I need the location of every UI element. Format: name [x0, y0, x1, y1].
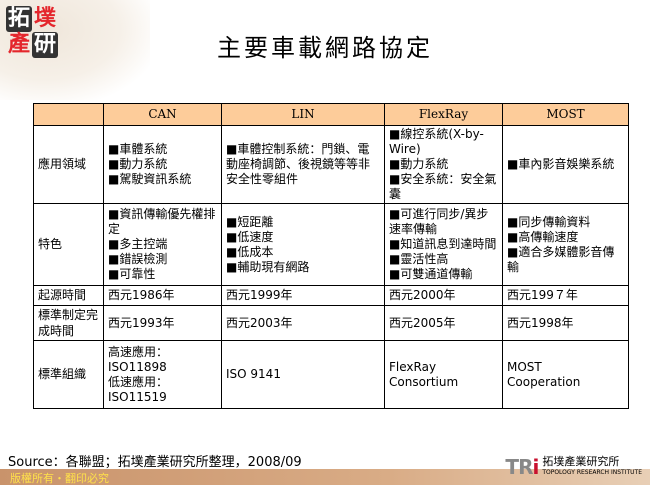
cell-line: 低速應用：: [108, 374, 169, 389]
cell-line: ■知道訊息到達時間: [389, 237, 497, 251]
brand-name: 拓墣產業研究所: [542, 455, 620, 468]
cell-line: ■安全系統：安全氣囊: [389, 172, 497, 201]
cell-line: ■動力系統: [389, 157, 449, 171]
table-cell: ■資訊傳輸優先權排定 ■多主控端 ■錯誤檢測 ■可靠性: [103, 203, 222, 286]
brand-mark: TR: [505, 455, 533, 479]
table-row: 起源時間 西元1986年 西元1999年 西元2000年 西元199７年: [33, 285, 629, 306]
cell-line: MOST: [507, 359, 542, 374]
row-header: 應用領域: [33, 125, 104, 204]
table-row: 標準制定完成時間 西元1993年 西元2003年 西元2005年 西元1998年: [33, 305, 629, 341]
cell-line: ■駕駛資訊系統: [108, 172, 192, 186]
source-note: Source：各聯盟；拓墣產業研究所整理，2008/09: [8, 455, 302, 470]
cell-line: 高速應用：: [108, 344, 169, 359]
table-cell: MOST Cooperation: [502, 340, 629, 409]
cell-line: 西元1999年: [226, 288, 293, 302]
cell-line: ■可雙通道傳輸: [389, 267, 473, 281]
cell-line: ■車體控制系統：門鎖、電動座椅調節、後視鏡等等非安全性零組件: [226, 142, 371, 186]
cell-line: 西元2005年: [389, 315, 456, 330]
column-header: MOST: [502, 103, 629, 126]
logo: 拓墣 產研: [6, 6, 60, 64]
column-header: FlexRay: [384, 103, 503, 126]
cell-line: ■動力系統: [108, 157, 168, 171]
cell-line: ISO 9141: [226, 367, 281, 381]
row-header: 標準制定完成時間: [33, 305, 104, 341]
column-header: [33, 103, 104, 126]
table-cell: ■車體控制系統：門鎖、電動座椅調節、後視鏡等等非安全性零組件: [221, 125, 385, 204]
table-cell: ISO 9141: [221, 340, 385, 409]
table-cell: 西元2003年: [221, 305, 385, 341]
cell-line: ■適合多媒體影音傳輸: [507, 244, 615, 274]
table-cell: ■線控系統(X-by-Wire) ■動力系統 ■安全系統：安全氣囊: [384, 125, 503, 204]
cell-line: Consortium: [389, 374, 459, 389]
table-cell: 西元2005年: [384, 305, 503, 341]
table-cell: ■同步傳輸資料 ■高傳輸速度 ■適合多媒體影音傳輸: [502, 203, 629, 286]
logo-char: 墣: [33, 6, 56, 31]
column-header: CAN: [103, 103, 222, 126]
page-title: 主要車載網路協定: [217, 34, 433, 62]
cell-line: ■可進行同步/異步速率傳輸: [389, 207, 489, 236]
logo-char: 產: [7, 32, 30, 57]
brand-sub: TOPOLOGY RESEARCH INSTITUTE: [542, 469, 642, 476]
table-row: 標準組織 高速應用： ISO11898 低速應用： ISO11519 ISO 9141 Fl…: [33, 340, 629, 409]
cell-line: ■低速度: [226, 229, 274, 244]
table-cell: 西元2000年: [384, 285, 503, 306]
row-header: 標準組織: [33, 340, 104, 409]
footer-bar: 版權所有・翻印必究: [0, 469, 650, 485]
table-cell: FlexRay Consortium: [384, 340, 503, 409]
table-cell: 西元199７年: [502, 285, 629, 306]
row-header: 起源時間: [33, 285, 104, 306]
cell-line: ■線控系統(X-by-Wire): [389, 127, 484, 156]
table-cell: ■短距離 ■低速度 ■低成本 ■輔助現有網路: [221, 203, 385, 286]
logo-char: 研: [32, 32, 58, 58]
cell-line: ■車內影音娛樂系統: [507, 157, 615, 171]
table-row: 特色 ■資訊傳輸優先權排定 ■多主控端 ■錯誤檢測 ■可靠性 ■短距離 ■低速度 ■低成本 ■輔…: [33, 203, 629, 286]
cell-line: ■同步傳輸資料: [507, 214, 591, 229]
cell-line: 西元199７年: [507, 288, 578, 302]
cell-line: ■資訊傳輸優先權排定: [108, 207, 216, 236]
row-header: 特色: [33, 203, 104, 286]
table-cell: ■車內影音娛樂系統: [502, 125, 629, 204]
cell-line: 西元2000年: [389, 288, 456, 302]
cell-line: 西元1986年: [108, 288, 175, 302]
cell-line: ■錯誤檢測: [108, 252, 168, 266]
cell-line: 西元1998年: [507, 315, 574, 330]
table-cell: 西元1993年: [103, 305, 222, 341]
column-header: LIN: [221, 103, 385, 126]
table-row: 應用領域 ■車體系統 ■動力系統 ■駕駛資訊系統 ■車體控制系統：門鎖、電動座椅調節、後…: [33, 125, 629, 204]
cell-line: ■可靠性: [108, 267, 156, 281]
cell-line: Cooperation: [507, 374, 581, 389]
cell-line: ■輔助現有網路: [226, 259, 310, 274]
table-cell: ■車體系統 ■動力系統 ■駕駛資訊系統: [103, 125, 222, 204]
cell-line: ISO11519: [108, 389, 167, 404]
brand-logo: TRi 拓墣產業研究所 TOPOLOGY RESEARCH INSTITUTE: [505, 455, 642, 479]
table-cell: 西元1998年: [502, 305, 629, 341]
protocol-table: CAN LIN FlexRay MOST 應用領域 ■車體系統 ■動力系統 ■駕駛資訊系統 ■…: [33, 103, 629, 409]
brand-mark-i: i: [532, 455, 539, 479]
cell-line: FlexRay: [389, 359, 437, 374]
cell-line: ■靈活性高: [389, 252, 449, 266]
cell-line: ISO11898: [108, 359, 167, 374]
cell-line: ■低成本: [226, 244, 274, 259]
cell-line: ■車體系統: [108, 142, 168, 156]
copyright-text: 版權所有・翻印必究: [10, 472, 109, 485]
cell-line: 西元1993年: [108, 315, 175, 330]
table-cell: 西元1986年: [103, 285, 222, 306]
cell-line: ■多主控端: [108, 237, 168, 251]
table-cell: 高速應用： ISO11898 低速應用： ISO11519: [103, 340, 222, 409]
logo-char: 拓: [6, 6, 32, 32]
table-cell: ■可進行同步/異步速率傳輸 ■知道訊息到達時間 ■靈活性高 ■可雙通道傳輸: [384, 203, 503, 286]
cell-line: 西元2003年: [226, 315, 293, 330]
table-cell: 西元1999年: [221, 285, 385, 306]
cell-line: ■高傳輸速度: [507, 229, 579, 244]
cell-line: ■短距離: [226, 214, 274, 229]
